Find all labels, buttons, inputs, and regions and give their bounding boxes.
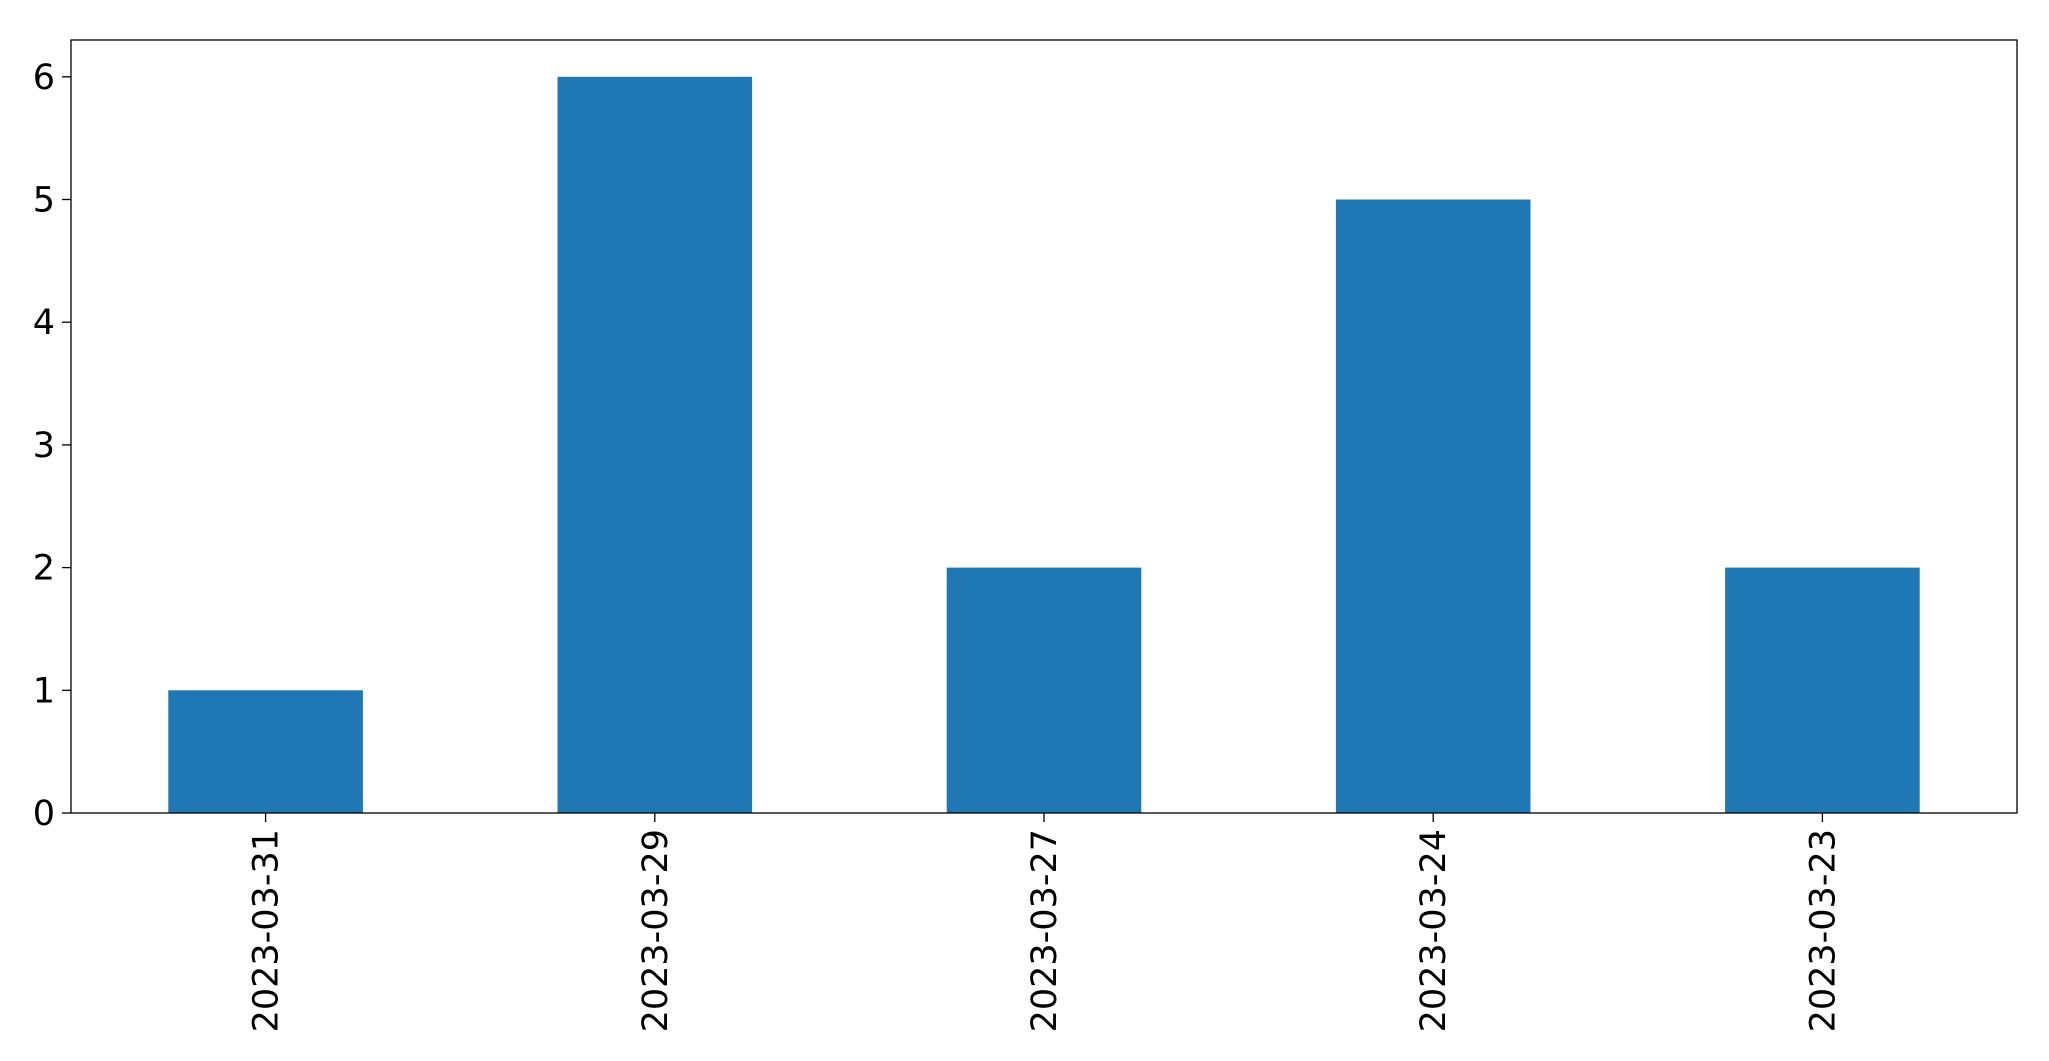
y-tick-label: 3 [33, 426, 55, 466]
bar-2023-03-23 [1725, 567, 1920, 813]
x-axis: 2023-03-31 2023-03-29 2023-03-27 2023-03-24… [247, 813, 1843, 1032]
x-tick-label: 2023-03-23 [1803, 829, 1843, 1032]
y-tick-label: 1 [33, 671, 55, 711]
x-tick-label: 2023-03-24 [1414, 829, 1454, 1032]
y-tick-label: 6 [33, 58, 55, 98]
bar-2023-03-29 [557, 76, 753, 814]
x-tick-label: 2023-03-29 [636, 829, 676, 1032]
bars-group [168, 76, 1920, 814]
y-tick-label: 0 [33, 794, 55, 834]
y-axis: 0 1 2 3 4 5 6 [33, 58, 71, 834]
bar-2023-03-24 [1335, 199, 1531, 813]
x-tick-label: 2023-03-27 [1025, 829, 1065, 1032]
bar-2023-03-31 [168, 690, 363, 813]
y-tick-label: 5 [33, 181, 55, 221]
bar-2023-03-27 [946, 567, 1142, 813]
plot-frame [70, 39, 2018, 814]
y-tick-label: 2 [33, 549, 55, 589]
y-tick-label: 4 [33, 303, 55, 343]
x-tick-label: 2023-03-31 [247, 829, 287, 1032]
